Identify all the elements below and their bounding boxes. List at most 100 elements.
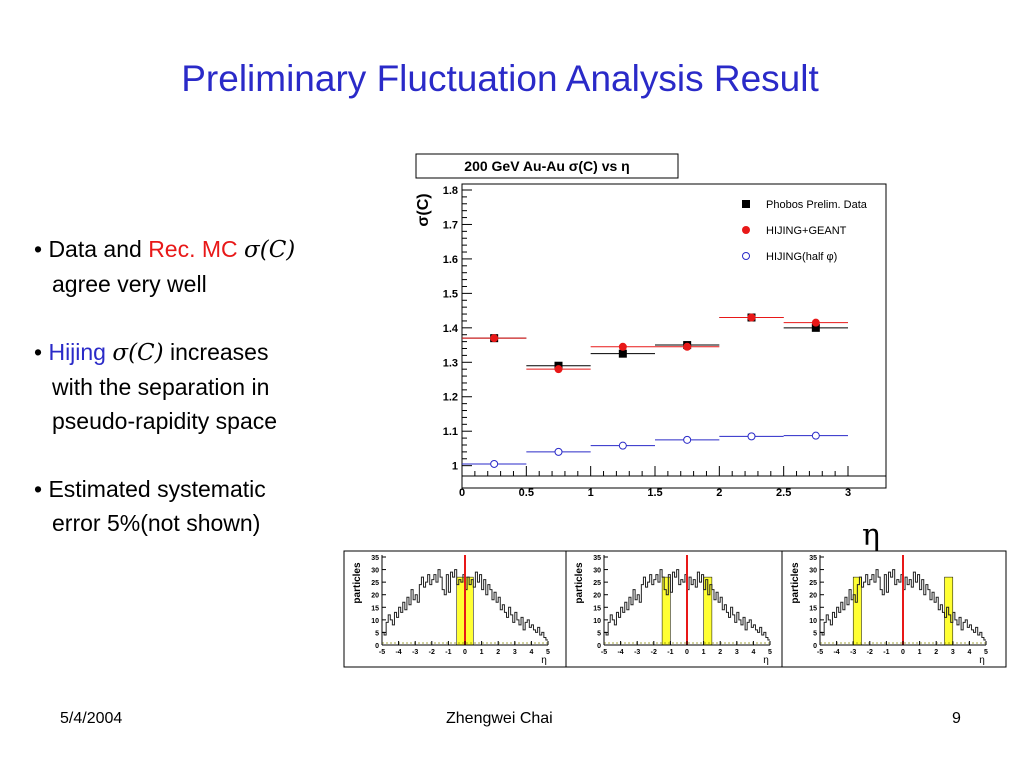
x-tick-label: -4	[395, 649, 401, 656]
x-axis-label: η	[541, 655, 547, 666]
y-tick-label: 25	[593, 580, 601, 587]
data-point-hijing-geant	[490, 334, 499, 343]
highlight-bin	[661, 576, 671, 646]
highlight-bin	[944, 576, 954, 646]
legend-marker-phobos	[742, 200, 750, 208]
y-tick-label: 25	[809, 580, 817, 587]
x-tick-label: 5	[984, 649, 988, 656]
x-tick-label: -5	[379, 649, 385, 656]
x-tick-label: 2	[496, 649, 500, 656]
x-tick-label: 4	[967, 649, 971, 656]
bullet-1-cont: agree very well	[52, 271, 207, 297]
y-tick-label: 35	[593, 555, 601, 562]
x-tick-label: 5	[546, 649, 550, 656]
data-point-phobos	[618, 349, 627, 358]
x-tick-label: 2.5	[776, 487, 791, 499]
data-point-hijing-geant	[618, 342, 627, 351]
y-tick-label: 0	[597, 643, 601, 650]
y-tick-label: 15	[809, 605, 817, 612]
x-tick-label: 1.5	[647, 487, 662, 499]
histogram-3: 0 5 10 15 20 25 30 35 -5 -4 -3 -2 -1 0 1 2 3 4 5 particles η	[781, 550, 1007, 668]
x-tick-label: 0	[685, 649, 689, 656]
bullet-2-tail: increases	[163, 339, 269, 365]
x-tick-label: 1	[702, 649, 706, 656]
bullet-2: • Hijing σ(C) increases with the separat…	[34, 335, 364, 438]
x-tick-label: 5	[768, 649, 772, 656]
y-axis-label: particles	[790, 562, 801, 604]
y-tick-label: 1	[452, 461, 458, 473]
chart-title: 200 GeV Au-Au σ(C) vs η	[464, 158, 629, 174]
y-tick-label: 15	[593, 605, 601, 612]
y-tick-label: 30	[809, 568, 817, 575]
x-tick-label: 3	[951, 649, 955, 656]
x-tick-label: -2	[429, 649, 435, 656]
x-tick-label: -1	[667, 649, 673, 656]
data-point-phobos	[683, 341, 692, 350]
y-tick-label: 35	[371, 555, 379, 562]
bullet-2-cont1: with the separation in	[52, 374, 270, 400]
histogram-frame	[781, 550, 1007, 668]
bullet-2-sigma: σ(C)	[112, 340, 164, 366]
bullet-2-lead: •	[34, 339, 49, 365]
legend-marker-hijing-half-phi	[742, 252, 750, 260]
highlight-bin	[456, 576, 466, 646]
footer-author: Zhengwei Chai	[446, 710, 553, 727]
data-point-hijing-half-phi	[811, 431, 820, 440]
legend-marker-hijing-geant	[742, 226, 750, 234]
x-tick-label: 1	[918, 649, 922, 656]
y-axis-label: particles	[574, 562, 585, 604]
bullet-1-lead: • Data and	[34, 236, 149, 262]
bullet-2-hijing: Hijing	[48, 339, 106, 365]
x-tick-label: -3	[634, 649, 640, 656]
x-tick-label: -1	[883, 649, 889, 656]
y-tick-label: 30	[593, 568, 601, 575]
data-point-hijing-geant	[747, 313, 756, 322]
data-point-hijing-half-phi	[747, 432, 756, 441]
x-tick-label: -2	[651, 649, 657, 656]
x-tick-label: 3	[513, 649, 517, 656]
y-tick-label: 15	[371, 605, 379, 612]
bullet-2-cont2: pseudo-rapidity space	[52, 408, 278, 434]
histogram-steps	[820, 569, 986, 641]
footer-date: 5/4/2004	[60, 710, 123, 727]
bullet-1: • Data and Rec. MC σ(C) agree very well	[34, 232, 364, 301]
y-tick-label: 1.8	[443, 185, 458, 197]
x-tick-label: 2	[718, 649, 722, 656]
x-tick-label: 0	[901, 649, 905, 656]
x-tick-label: -3	[850, 649, 856, 656]
y-tick-label: 1.7	[443, 219, 458, 231]
x-tick-label: 0	[459, 487, 465, 499]
y-tick-label: 10	[809, 618, 817, 625]
y-tick-label: 35	[809, 555, 817, 562]
x-tick-label: -4	[833, 649, 839, 656]
y-tick-label: 1.4	[443, 323, 459, 335]
x-tick-label: -5	[817, 649, 823, 656]
y-tick-label: 20	[809, 593, 817, 600]
x-tick-label: -1	[445, 649, 451, 656]
y-axis-label: σ(C)	[415, 193, 432, 226]
y-tick-label: 1.1	[443, 426, 458, 438]
x-tick-label: 3	[735, 649, 739, 656]
data-point-hijing-half-phi	[683, 435, 692, 444]
y-tick-label: 1.6	[443, 254, 458, 266]
slide-title: Preliminary Fluctuation Analysis Result	[181, 58, 819, 99]
histogram-steps	[382, 569, 548, 641]
histogram-frame	[565, 550, 791, 668]
bullet-3-lead: • Estimated systematic	[34, 476, 266, 502]
data-point-hijing-half-phi	[618, 441, 627, 450]
data-point-phobos	[554, 361, 563, 370]
data-point-hijing-geant	[683, 342, 692, 351]
y-tick-label: 5	[597, 630, 601, 637]
y-tick-label: 1.5	[443, 288, 458, 300]
bullet-3-cont: error 5%(not shown)	[52, 510, 261, 536]
x-tick-label: 3	[845, 487, 851, 499]
data-point-hijing-half-phi	[490, 459, 499, 468]
data-point-phobos	[747, 313, 756, 322]
bullet-list: • Data and Rec. MC σ(C) agree very well …	[34, 232, 364, 574]
highlight-bin	[703, 576, 713, 646]
y-tick-label: 10	[593, 618, 601, 625]
histogram-frame	[343, 550, 569, 668]
x-tick-label: 0.5	[519, 487, 534, 499]
y-tick-label: 5	[813, 630, 817, 637]
y-tick-label: 1.3	[443, 357, 458, 369]
